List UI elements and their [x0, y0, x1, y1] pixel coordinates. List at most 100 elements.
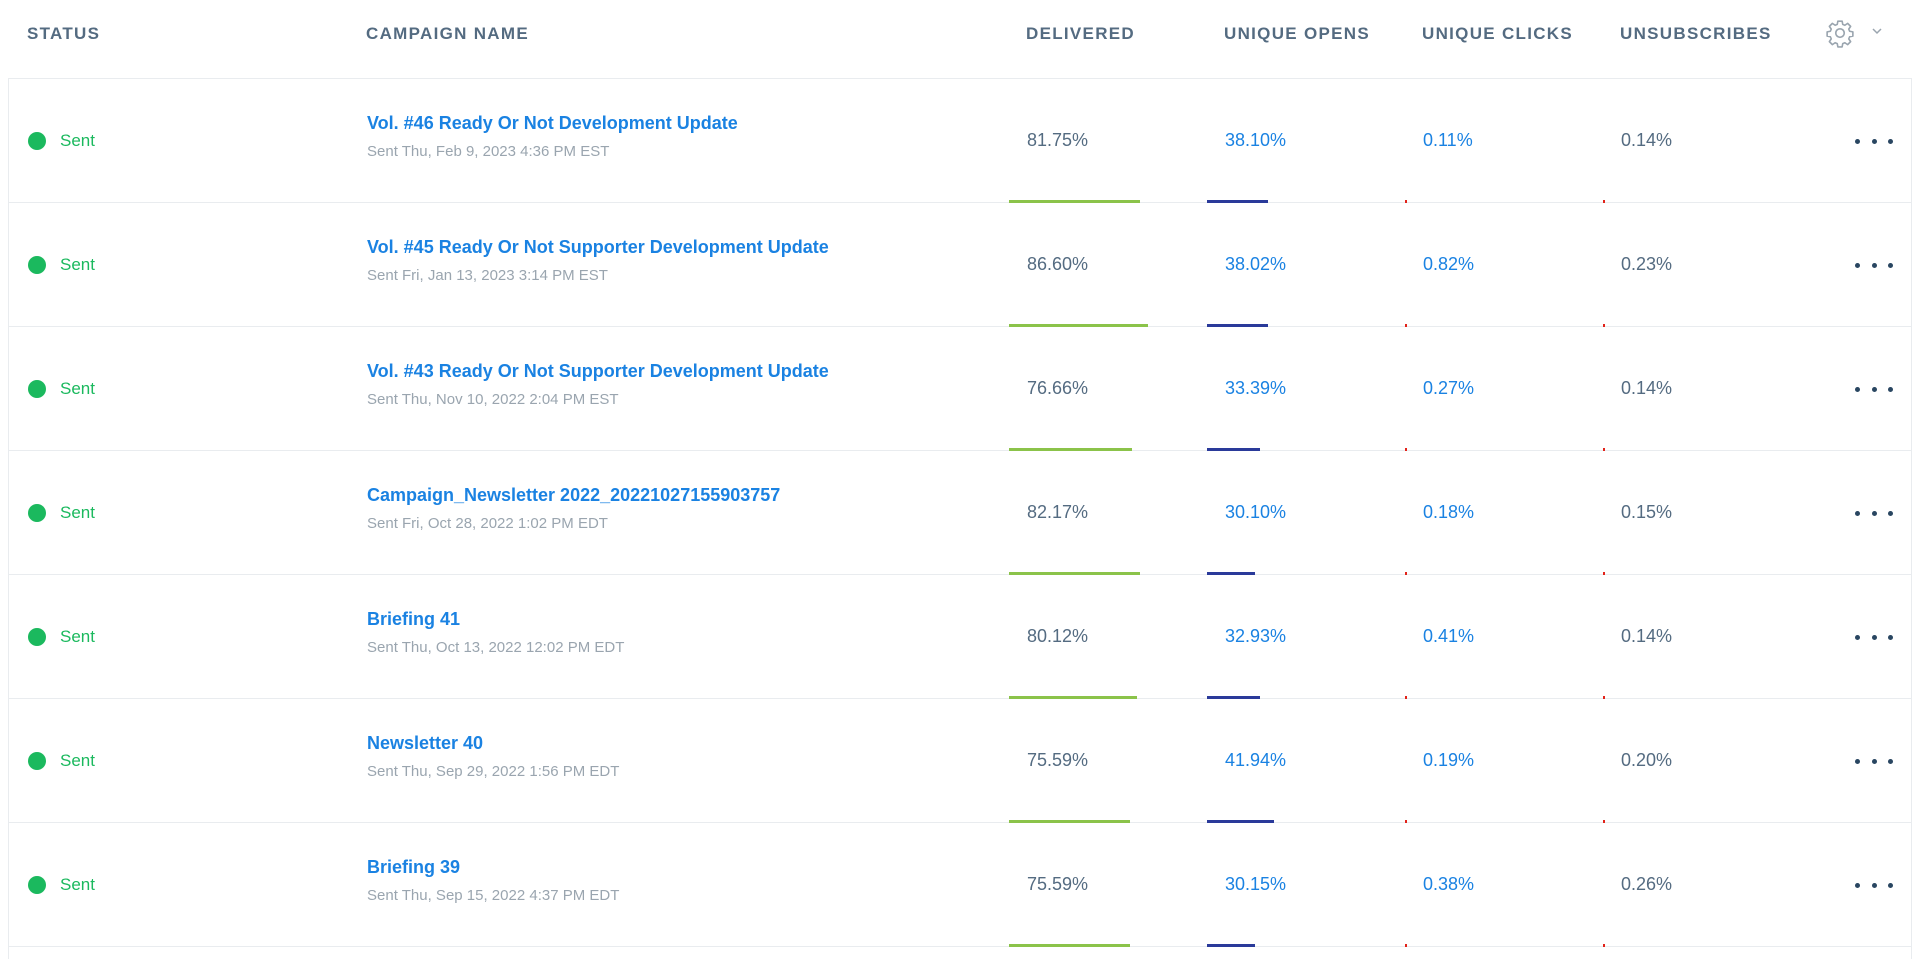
status-badge: Sent	[28, 255, 95, 275]
table-row[interactable]: Sent Briefing 39 Sent Thu, Sep 15, 2022 …	[9, 823, 1911, 947]
table-row[interactable]: Sent Briefing 41 Sent Thu, Oct 13, 2022 …	[9, 575, 1911, 699]
row-actions-menu-button[interactable]	[1855, 503, 1893, 523]
campaign-name-cell: Vol. #46 Ready Or Not Development Update…	[367, 113, 738, 160]
ellipsis-dot-icon	[1888, 510, 1893, 516]
unsubscribes-value: 0.26%	[1621, 874, 1673, 894]
campaign-name-cell: Campaign_Newsletter 2022_202210271559037…	[367, 485, 780, 532]
row-actions-menu-button[interactable]	[1855, 379, 1893, 399]
row-actions-menu-button[interactable]	[1855, 627, 1893, 647]
campaign-sent-date: Sent Thu, Oct 13, 2022 12:02 PM EDT	[367, 639, 625, 656]
campaign-sent-date: Sent Thu, Feb 9, 2023 4:36 PM EST	[367, 143, 610, 160]
campaign-name-link[interactable]: Vol. #45 Ready Or Not Supporter Developm…	[367, 237, 829, 257]
delivered-progress-bar	[1009, 200, 1140, 203]
status-dot-icon	[28, 380, 46, 398]
table-row[interactable]: Sent Vol. #45 Ready Or Not Supporter Dev…	[9, 203, 1911, 327]
unique-clicks-value[interactable]: 0.19%	[1423, 750, 1475, 770]
campaign-name-link[interactable]: Briefing 41	[367, 609, 461, 629]
unique-opens-progress-bar	[1207, 448, 1260, 451]
ellipsis-dot-icon	[1888, 758, 1893, 764]
status-label: Sent	[60, 627, 95, 646]
header-delivered[interactable]: DELIVERED	[1026, 24, 1135, 43]
row-actions-menu-button[interactable]	[1855, 255, 1893, 275]
header-unique-opens[interactable]: UNIQUE OPENS	[1224, 24, 1370, 43]
unique-clicks-value[interactable]: 0.18%	[1423, 502, 1475, 522]
table-header: STATUS CAMPAIGN NAME DELIVERED UNIQUE OP…	[0, 0, 1920, 78]
unsubscribes-progress-bar	[1603, 572, 1605, 575]
unique-opens-progress-bar	[1207, 572, 1255, 575]
header-campaign-name[interactable]: CAMPAIGN NAME	[366, 24, 529, 43]
campaign-name-link[interactable]: Campaign_Newsletter 2022_202210271559037…	[367, 485, 781, 505]
campaign-name-link[interactable]: Vol. #46 Ready Or Not Development Update	[367, 113, 738, 133]
status-dot-icon	[28, 504, 46, 522]
delivered-progress-bar	[1009, 448, 1132, 451]
table-row[interactable]: Sent Campaign_Newsletter 2022_2022102715…	[9, 451, 1911, 575]
campaign-name-link[interactable]: Newsletter 40	[367, 733, 484, 753]
header-status[interactable]: STATUS	[27, 24, 101, 43]
ellipsis-dot-icon	[1855, 386, 1860, 392]
campaign-name-link[interactable]: Briefing 39	[367, 857, 461, 877]
unique-clicks-progress-bar	[1405, 200, 1407, 203]
campaign-sent-date: Sent Thu, Nov 10, 2022 2:04 PM EST	[367, 391, 619, 408]
campaign-sent-date: Sent Thu, Sep 29, 2022 1:56 PM EDT	[367, 763, 620, 780]
unique-clicks-value[interactable]: 0.82%	[1423, 254, 1475, 274]
unique-opens-progress-bar	[1207, 696, 1260, 699]
row-actions-menu-button[interactable]	[1855, 131, 1893, 151]
row-actions-menu-button[interactable]	[1855, 875, 1893, 895]
unique-opens-value[interactable]: 30.15%	[1225, 874, 1287, 894]
unique-opens-progress-bar	[1207, 820, 1274, 823]
unique-clicks-progress-bar	[1405, 820, 1407, 823]
campaign-sent-date: Sent Fri, Jan 13, 2023 3:14 PM EST	[367, 267, 608, 284]
status-dot-icon	[28, 752, 46, 770]
header-unique-clicks[interactable]: UNIQUE CLICKS	[1422, 24, 1574, 43]
unique-clicks-value[interactable]: 0.38%	[1423, 874, 1475, 894]
campaign-sent-date: Sent Thu, Sep 15, 2022 4:37 PM EDT	[367, 887, 620, 904]
ellipsis-dot-icon	[1871, 262, 1877, 268]
ellipsis-dot-icon	[1855, 138, 1860, 144]
unsubscribes-progress-bar	[1603, 448, 1605, 451]
unique-opens-value[interactable]: 38.02%	[1225, 254, 1287, 274]
ellipsis-dot-icon	[1888, 262, 1893, 268]
status-label: Sent	[60, 131, 95, 150]
unique-clicks-value[interactable]: 0.27%	[1423, 378, 1475, 398]
campaign-name-link[interactable]: Vol. #43 Ready Or Not Supporter Developm…	[367, 361, 829, 381]
unique-opens-value[interactable]: 30.10%	[1225, 502, 1287, 522]
table-row[interactable]: Sent Vol. #46 Ready Or Not Development U…	[9, 79, 1911, 203]
status-dot-icon	[28, 628, 46, 646]
column-settings-button[interactable]	[1825, 18, 1889, 52]
unique-clicks-progress-bar	[1405, 696, 1407, 699]
ellipsis-dot-icon	[1871, 138, 1877, 144]
header-unsubscribes[interactable]: UNSUBSCRIBES	[1620, 24, 1772, 43]
unsubscribes-value: 0.15%	[1621, 502, 1673, 522]
status-badge: Sent	[28, 131, 95, 151]
ellipsis-dot-icon	[1871, 386, 1877, 392]
ellipsis-dot-icon	[1855, 262, 1860, 268]
unsubscribes-value: 0.14%	[1621, 378, 1673, 398]
row-actions-menu-button[interactable]	[1855, 751, 1893, 771]
unique-opens-value[interactable]: 41.94%	[1225, 750, 1287, 770]
ellipsis-dot-icon	[1888, 386, 1893, 392]
unique-clicks-value[interactable]: 0.11%	[1423, 130, 1473, 150]
unsubscribes-progress-bar	[1603, 696, 1605, 699]
campaign-sent-date: Sent Fri, Oct 28, 2022 1:02 PM EDT	[367, 515, 608, 532]
unique-clicks-progress-bar	[1405, 572, 1407, 575]
status-badge: Sent	[28, 503, 95, 523]
delivered-value: 82.17%	[1027, 502, 1089, 522]
unsubscribes-value: 0.20%	[1621, 750, 1673, 770]
ellipsis-dot-icon	[1888, 882, 1893, 888]
unique-opens-progress-bar	[1207, 200, 1268, 203]
campaign-table-body: Sent Vol. #46 Ready Or Not Development U…	[8, 78, 1912, 959]
table-row[interactable]: Sent Vol. #43 Ready Or Not Supporter Dev…	[9, 327, 1911, 451]
table-row[interactable]: Sent Newsletter 40 Sent Thu, Sep 29, 202…	[9, 699, 1911, 823]
unsubscribes-progress-bar	[1603, 820, 1605, 823]
unique-opens-progress-bar	[1207, 944, 1255, 947]
unique-opens-value[interactable]: 38.10%	[1225, 130, 1287, 150]
unique-clicks-value[interactable]: 0.41%	[1423, 626, 1475, 646]
status-dot-icon	[28, 132, 46, 150]
unsubscribes-value: 0.23%	[1621, 254, 1673, 274]
status-label: Sent	[60, 379, 95, 398]
status-badge: Sent	[28, 875, 95, 895]
unique-opens-value[interactable]: 32.93%	[1225, 626, 1287, 646]
gear-icon	[1826, 20, 1854, 48]
unique-opens-value[interactable]: 33.39%	[1225, 378, 1287, 398]
